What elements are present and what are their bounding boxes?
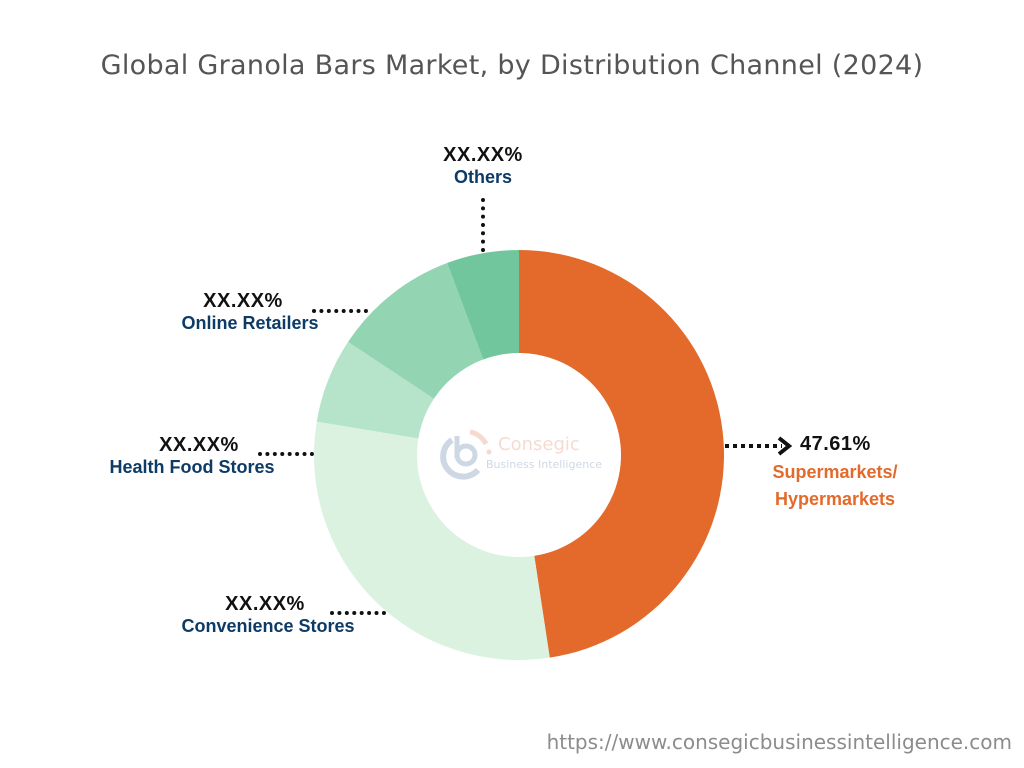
convenience-leader-line [330,611,386,615]
label-convenience-stores: XX.XX% Convenience Stores [162,593,374,637]
supermarkets-pct: 47.61% [800,433,871,455]
health-food-pct: XX.XX% [159,434,239,456]
health-food-name: Health Food Stores [109,457,275,477]
source-url: https://www.consegicbusinessintelligence… [546,730,1012,754]
label-health-food-stores: XX.XX% Health Food Stores [92,434,292,478]
donut-hole [417,353,621,557]
watermark-subtitle: Business Intelligence [486,458,603,471]
online-name: Online Retailers [181,313,319,333]
others-name: Others [453,167,513,187]
label-supermarkets: 47.61% Supermarkets/ Hypermarkets [755,433,915,510]
watermark: Consegic Business Intelligence [438,428,608,478]
supermarkets-name-line1: Supermarkets/ [772,462,898,482]
convenience-name: Convenience Stores [181,616,355,636]
online-leader-line [312,309,368,313]
label-online-retailers: XX.XX% Online Retailers [160,290,340,334]
consegic-logo-icon [440,429,492,480]
chart-title: Global Granola Bars Market, by Distribut… [100,50,924,81]
slice-supermarkets [519,250,724,658]
supermarkets-arrow-icon [725,436,793,456]
convenience-pct: XX.XX% [225,593,305,615]
label-others: XX.XX% Others [423,144,543,188]
others-leader-line [481,198,485,252]
supermarkets-name-line2: Hypermarkets [774,489,896,509]
watermark-brand: Consegic [498,434,580,455]
health-food-leader-line [258,452,314,456]
online-pct: XX.XX% [203,290,283,312]
others-pct: XX.XX% [443,144,523,166]
